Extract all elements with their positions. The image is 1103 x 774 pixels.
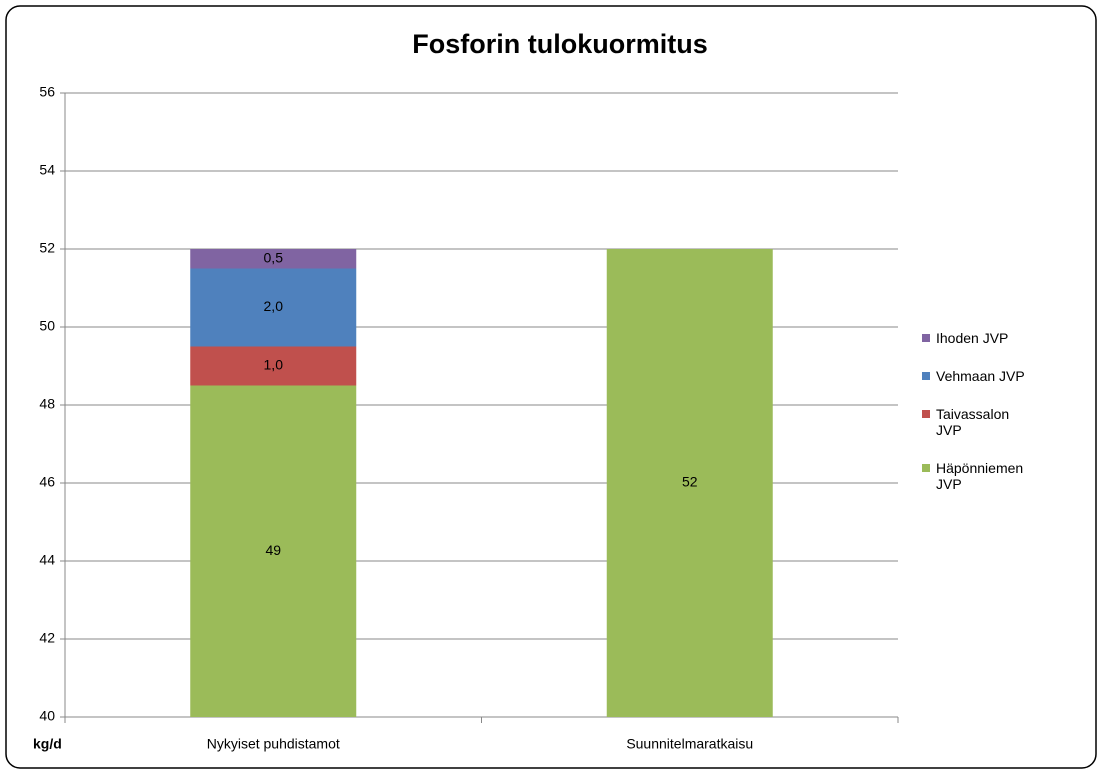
bar-segment — [190, 268, 357, 347]
legend-label: Vehmaan JVP — [936, 368, 1025, 384]
y-tick-label: 44 — [39, 552, 55, 568]
chart-title: Fosforin tulokuormitus — [412, 29, 707, 59]
bar-segment — [606, 249, 773, 717]
y-tick-label: 54 — [39, 162, 55, 178]
x-tick-label: Suunnitelmaratkaisu — [626, 736, 753, 752]
bar-segment — [190, 385, 357, 717]
legend-swatch — [922, 410, 930, 418]
legend-label: Häpönniemen JVP — [936, 460, 1024, 492]
legend: Ihoden JVP Vehmaan JVP Taivassalon JVP Häpö… — [922, 330, 1072, 514]
legend-item: Häpönniemen JVP — [922, 460, 1072, 492]
y-tick-label: 46 — [39, 474, 55, 490]
data-label: 52 — [682, 474, 698, 490]
data-label: 49 — [265, 542, 281, 558]
legend-item: Ihoden JVP — [922, 330, 1072, 346]
data-label: 1,0 — [264, 357, 284, 373]
legend-swatch — [922, 464, 930, 472]
bar-segment — [190, 346, 357, 386]
y-tick-label: 48 — [39, 396, 55, 412]
legend-swatch — [922, 372, 930, 380]
legend-label: Ihoden JVP — [936, 330, 1009, 346]
y-tick-label: 42 — [39, 630, 55, 646]
bar-segment — [190, 249, 357, 269]
y-tick-label: 52 — [39, 240, 55, 256]
legend-swatch — [922, 334, 930, 342]
y-tick-label: 50 — [39, 318, 55, 334]
y-tick-label: 56 — [39, 84, 55, 100]
y-axis-label: kg/d — [33, 736, 62, 752]
y-tick-label: 40 — [39, 708, 55, 724]
x-tick-label: Nykyiset puhdistamot — [207, 736, 340, 752]
legend-label: Taivassalon JVP — [936, 406, 1010, 438]
legend-item: Vehmaan JVP — [922, 368, 1072, 384]
legend-item: Taivassalon JVP — [922, 406, 1072, 438]
data-label: 0,5 — [264, 249, 284, 265]
data-label: 2,0 — [264, 298, 284, 314]
